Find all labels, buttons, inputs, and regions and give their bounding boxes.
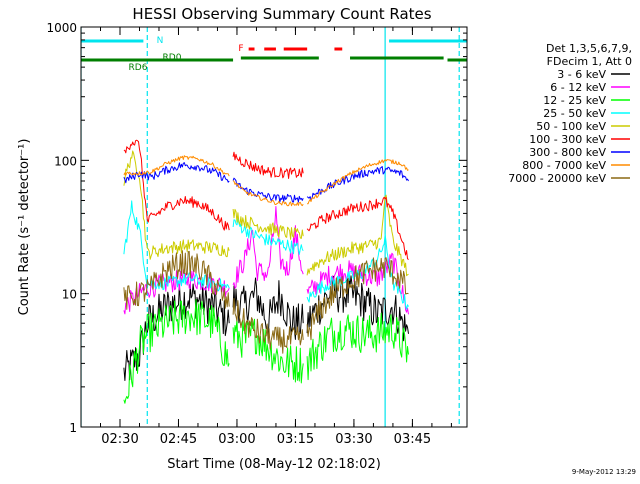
night-markers [81,27,460,427]
timestamp: 9-May-2012 13:29 [572,468,636,476]
legend-header: FDecim 1, Att 0 [547,55,632,68]
series-7 [123,162,409,203]
series-line [232,180,304,207]
x-tick-label: 03:45 [394,432,431,447]
observing-flags: N F RD0 RD6 [81,36,467,73]
y-tick-label: 10 [62,288,77,302]
series-line [232,317,304,384]
series-8 [123,155,409,207]
legend-label: 50 - 100 keV [536,120,606,133]
f-flag-label: F [238,44,243,54]
series-group [123,139,409,404]
series-line [232,151,304,179]
series-5 [123,150,409,277]
series-line [306,257,409,341]
x-tick-label: 02:30 [101,432,138,447]
series-9 [123,250,409,354]
series-line [306,166,409,200]
series-line [123,269,230,315]
legend-label: 3 - 6 keV [557,68,606,81]
series-line [306,194,409,277]
rd0-flag-label: RD0 [163,53,182,63]
legend-label: 12 - 25 keV [543,94,606,107]
series-line [232,208,304,240]
x-tick-label: 02:45 [160,432,197,447]
series-line [232,177,304,203]
y-tick-label: 100 [54,154,77,168]
legend-header: Det 1,3,5,6,7,9, [546,42,632,55]
legend-label: 25 - 50 keV [543,107,606,120]
legend-label: 800 - 7000 keV [522,159,606,172]
x-tick-label: 03:15 [277,432,314,447]
axes: 1 10 100 1000 02:30 02:45 03:00 03:15 03:30 03:45 [46,21,467,447]
y-tick-label: 1 [69,421,77,435]
series-line [306,196,409,260]
rd6-flag-label: RD6 [129,63,148,73]
series-line [307,159,409,205]
legend-label: 100 - 300 keV [529,133,606,146]
legend: Det 1,3,5,6,7,9,FDecim 1, Att 03 - 6 keV… [508,42,632,185]
series-line [123,155,230,177]
x-tick-label: 03:00 [218,432,255,447]
n-flag-label: N [157,36,164,46]
plot-frame [80,26,468,428]
x-axis-label: Start Time (08-May-12 02:18:02) [167,457,381,472]
series-line [232,298,304,354]
series-line [306,234,409,310]
series-line [123,282,230,381]
series-line [306,312,409,381]
legend-label: 7000 - 20000 keV [508,172,606,185]
x-tick-label: 03:30 [335,432,372,447]
series-line [123,150,230,260]
y-axis-label: Count Rate (s⁻¹ detector⁻¹) [17,139,32,316]
series-3 [123,299,409,404]
legend-label: 300 - 800 keV [529,146,606,159]
series-1 [123,274,409,381]
series-line [123,139,230,231]
series-line [123,299,230,404]
series-line [123,162,230,184]
series-6 [123,139,409,260]
legend-label: 6 - 12 keV [550,81,606,94]
chart-title: HESSI Observing Summary Count Rates [132,5,431,23]
series-4 [123,200,409,310]
series-line [232,206,304,289]
y-tick-label: 1000 [46,21,77,35]
series-line [123,250,230,310]
